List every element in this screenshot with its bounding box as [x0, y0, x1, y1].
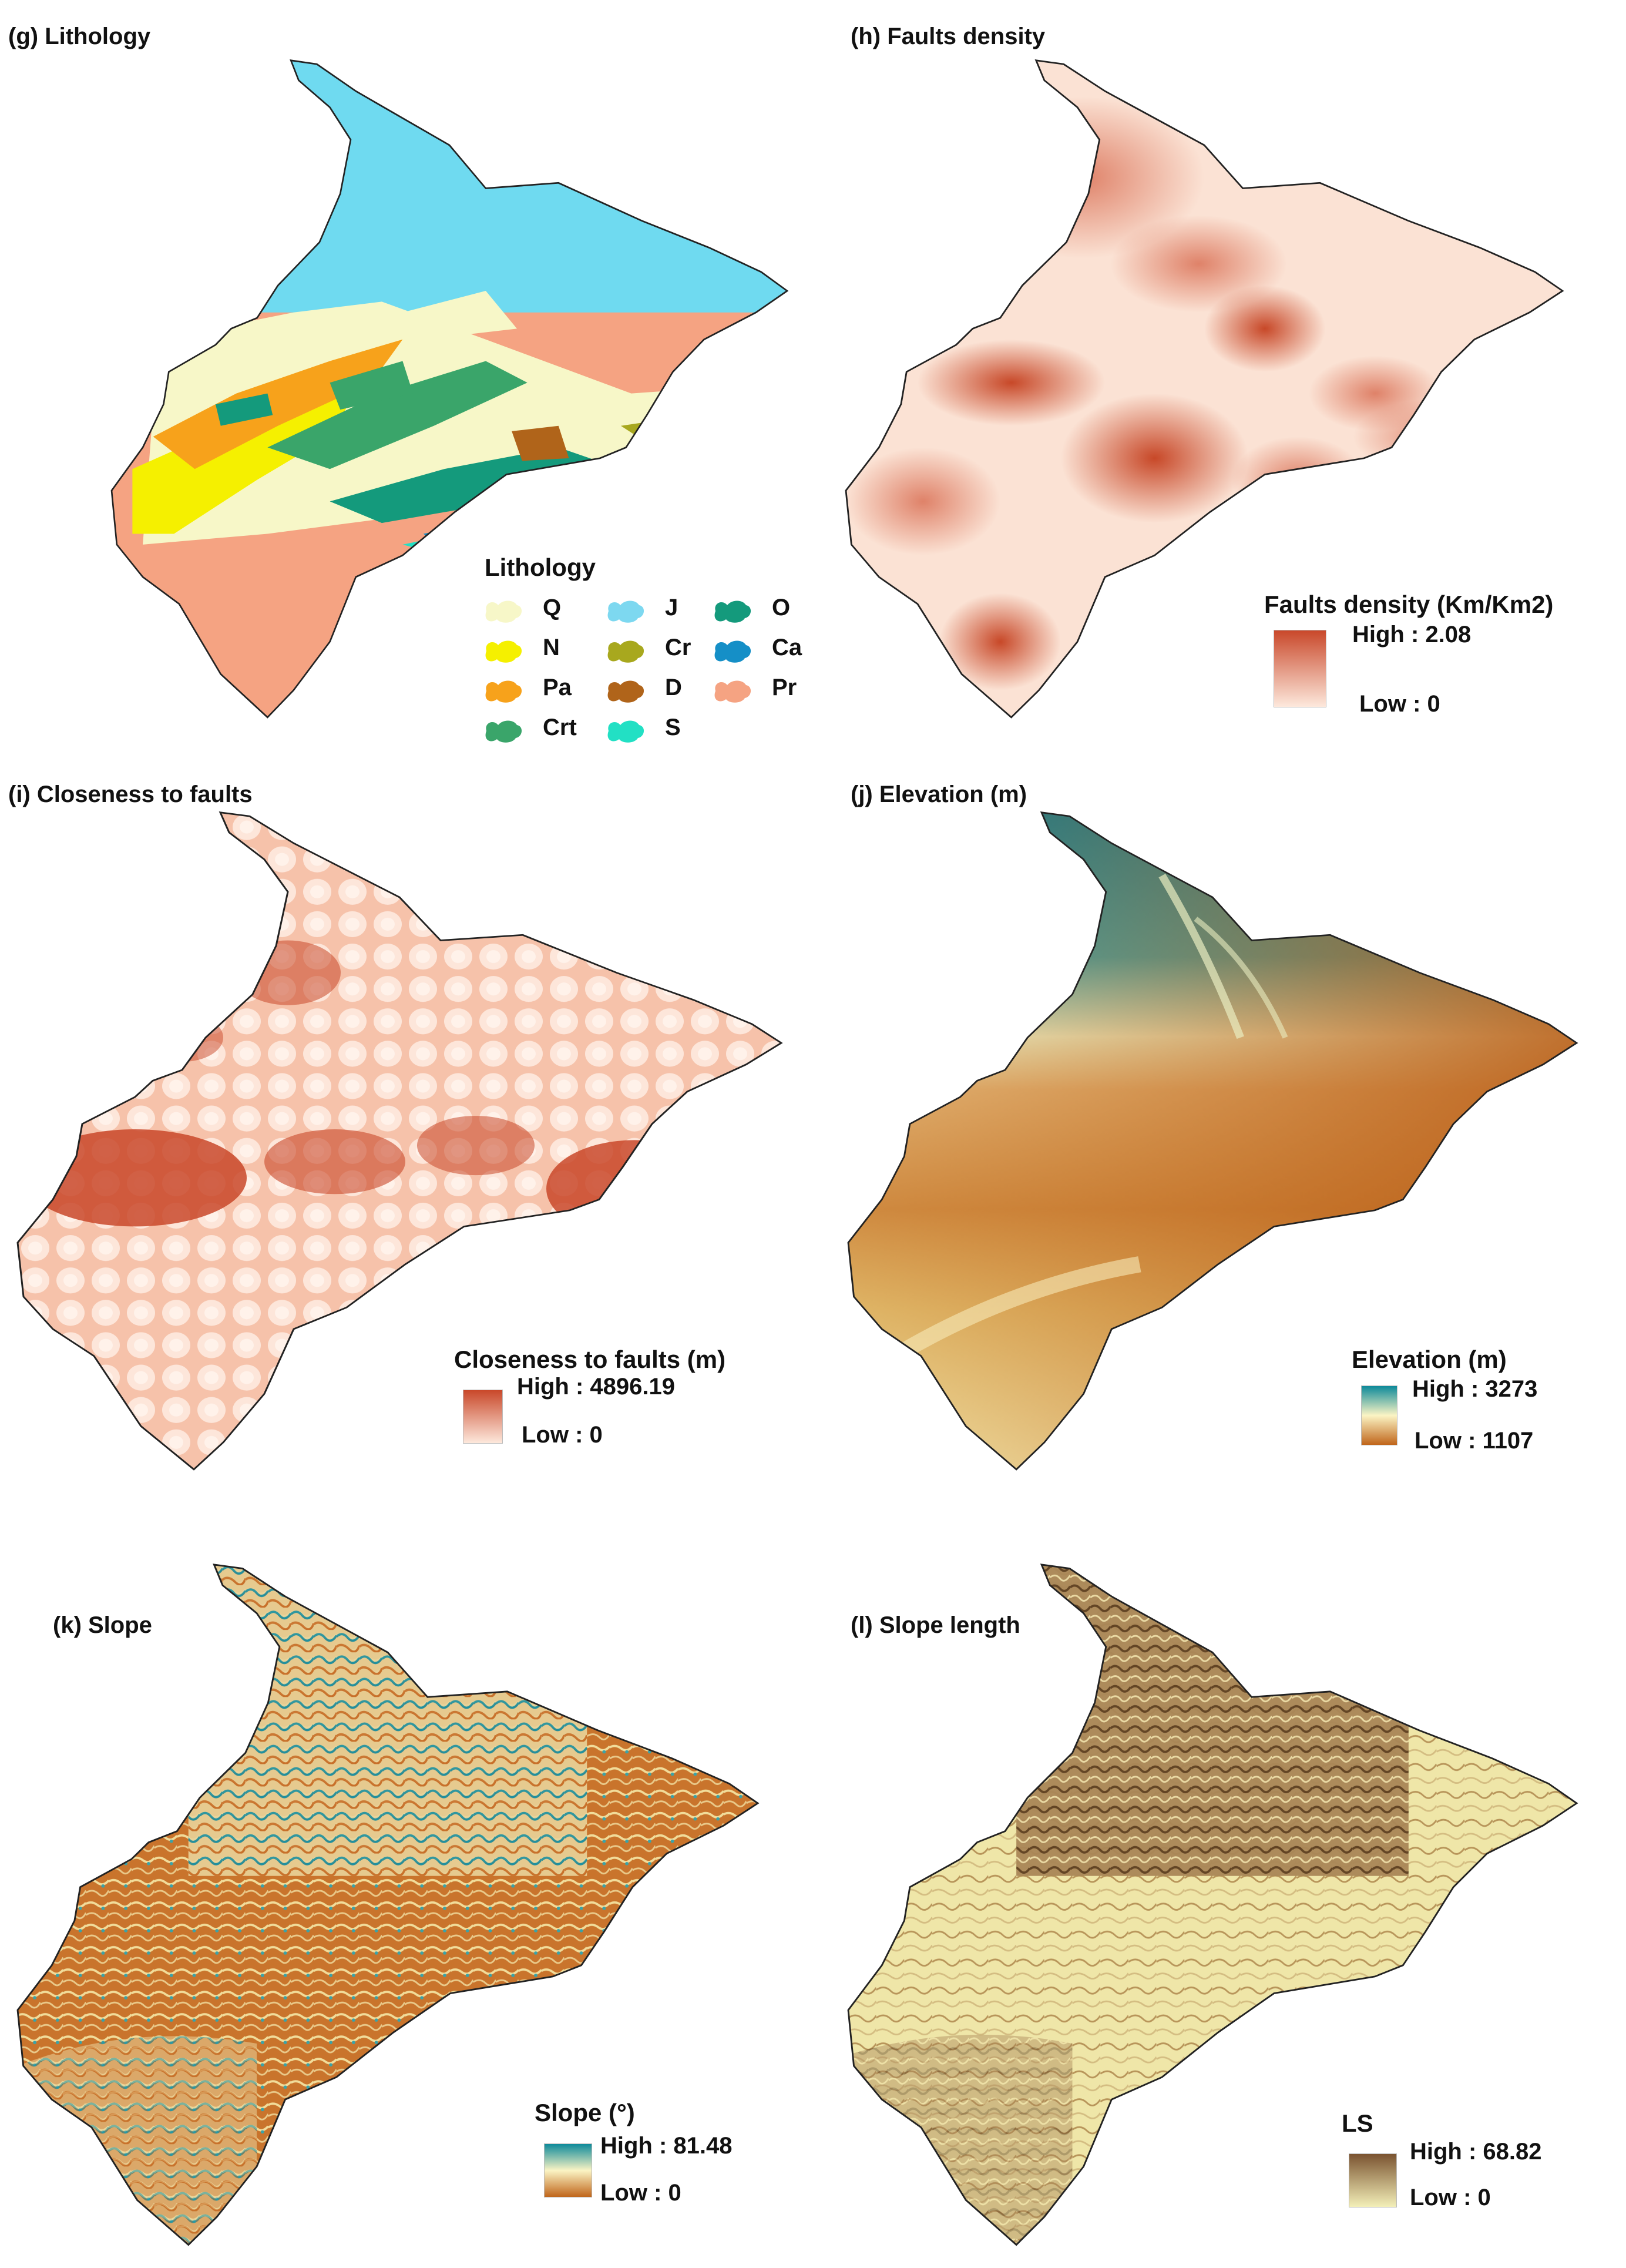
legend-label-ca: Ca [772, 635, 802, 660]
color-ramp [1274, 630, 1326, 707]
legend-low: Low : 1107 [1415, 1428, 1534, 1454]
panel-title: (j) Elevation (m) [851, 781, 1027, 807]
legend-swatch-n [485, 640, 522, 663]
slope-length-map [847, 1564, 1578, 2246]
legend-high: High : 68.82 [1410, 2139, 1542, 2165]
legend-swatch-ca [714, 640, 751, 663]
legend-label-j: J [665, 595, 678, 620]
legend-swatch-pa [485, 680, 522, 703]
faults-density-map [845, 59, 1564, 719]
color-ramp [544, 2143, 592, 2197]
panel-title: (h) Faults density [851, 24, 1046, 49]
legend-swatch-cr [607, 640, 644, 663]
elevation-map [847, 811, 1578, 1471]
legend-label-d: D [665, 675, 682, 700]
legend-label-cr: Cr [665, 635, 691, 660]
panel-lithology: (g) Lithology Lithology Q N Pa Crt J Cr D S O Ca P… [0, 0, 813, 752]
legend-swatch-pr [714, 680, 751, 703]
legend-swatch-o [714, 600, 751, 623]
panel-title: (k) Slope [53, 1612, 152, 1638]
legend-low: Low : 0 [600, 2180, 681, 2206]
legend-title: Elevation (m) [1352, 1346, 1507, 1373]
legend-swatch-q [485, 600, 522, 623]
legend-title: Lithology [485, 553, 596, 581]
legend-swatch-crt [485, 720, 522, 743]
legend-label-pr: Pr [772, 675, 797, 700]
legend-label-s: S [665, 714, 681, 740]
panel-title: (i) Closeness to faults [8, 781, 253, 807]
color-ramp [463, 1390, 503, 1444]
panel-slope: (k) Slope Slope (°) High : 81.48 Low : 0 [0, 1516, 813, 2268]
legend-swatch-j [607, 600, 644, 623]
legend-label-n: N [543, 635, 560, 660]
color-ramp [1361, 1385, 1397, 1445]
legend-high: High : 3273 [1412, 1376, 1538, 1402]
legend-low: Low : 0 [1410, 2185, 1491, 2210]
panel-closeness-to-faults: (i) Closeness to faults Closeness to fau… [0, 758, 813, 1498]
legend-label-pa: Pa [543, 675, 572, 700]
color-ramp [1349, 2153, 1397, 2207]
legend-title: Slope (°) [535, 2099, 635, 2126]
legend-swatch-d [607, 680, 644, 703]
legend-title: Closeness to faults (m) [454, 1346, 726, 1373]
legend-low: Low : 0 [522, 1422, 603, 1448]
panel-title: (g) Lithology [8, 24, 151, 49]
legend-label-q: Q [543, 595, 562, 620]
legend-label-o: O [772, 595, 791, 620]
legend-title: LS [1342, 2109, 1373, 2137]
legend-low: Low : 0 [1359, 691, 1440, 717]
slope-map [16, 1564, 759, 2246]
legend-high: High : 2.08 [1352, 622, 1472, 647]
legend-high: High : 81.48 [600, 2133, 733, 2159]
lithology-map [110, 59, 788, 719]
panel-faults-density: (h) Faults density Faults density (Km/Km… [813, 0, 1626, 752]
legend-title: Faults density (Km/Km2) [1264, 591, 1554, 618]
panel-slope-length: (l) Slope length LS High : 68.82 Low : 0 [813, 1516, 1626, 2268]
legend-swatch-s [607, 720, 644, 743]
legend-label-crt: Crt [543, 714, 577, 740]
closeness-map [16, 811, 782, 1471]
legend-high: High : 4896.19 [517, 1374, 676, 1400]
panel-elevation: (j) Elevation (m) Elevation (m) High : 3… [813, 758, 1626, 1498]
panel-title: (l) Slope length [851, 1612, 1020, 1638]
